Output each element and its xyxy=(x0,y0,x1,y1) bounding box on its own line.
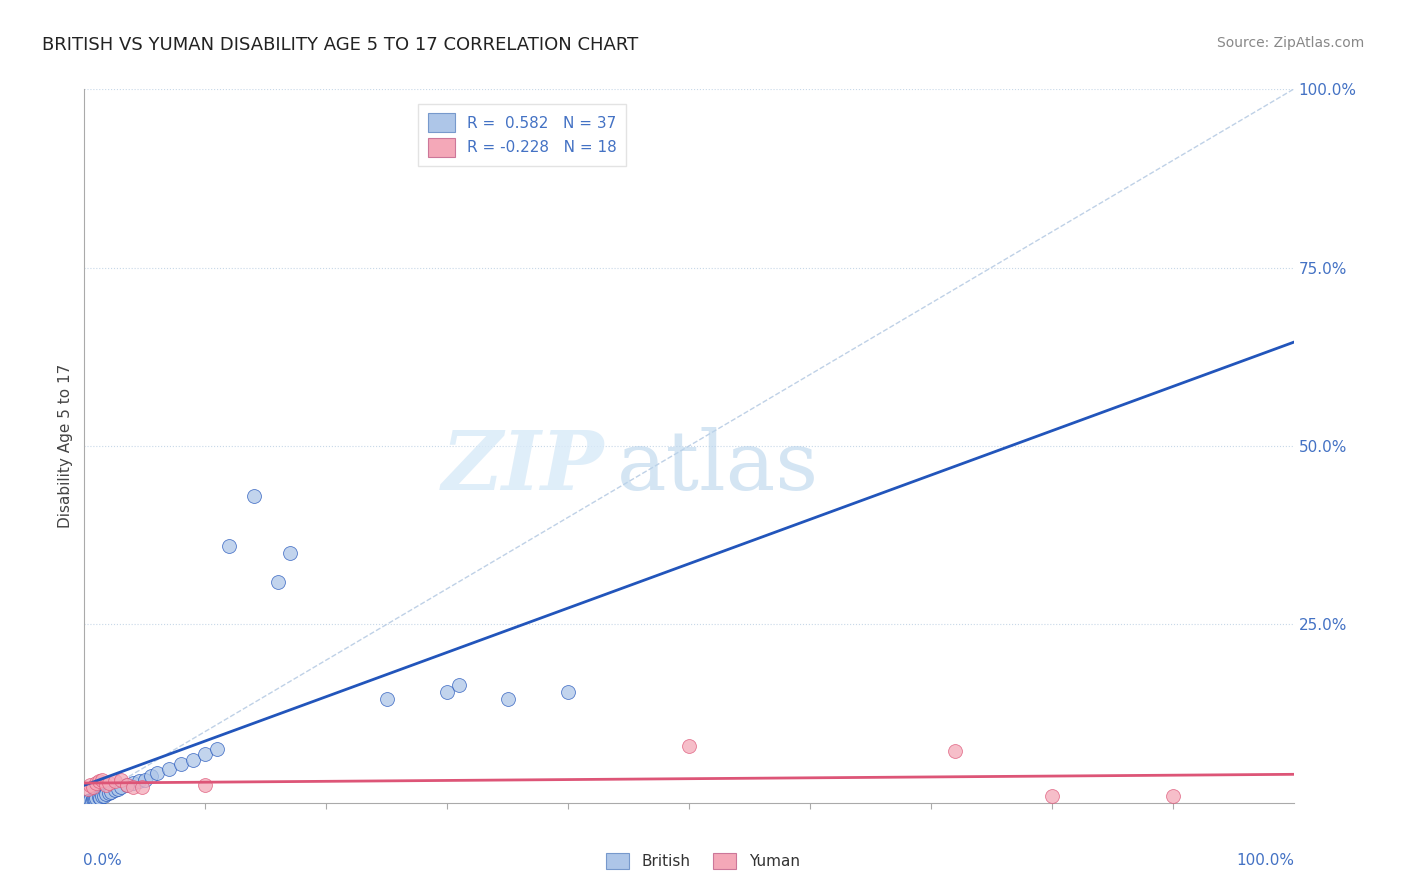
Text: 100.0%: 100.0% xyxy=(1237,853,1295,868)
Y-axis label: Disability Age 5 to 17: Disability Age 5 to 17 xyxy=(58,364,73,528)
Text: atlas: atlas xyxy=(616,427,818,508)
Text: 0.0%: 0.0% xyxy=(83,853,122,868)
Legend: British, Yuman: British, Yuman xyxy=(600,847,806,875)
Text: BRITISH VS YUMAN DISABILITY AGE 5 TO 17 CORRELATION CHART: BRITISH VS YUMAN DISABILITY AGE 5 TO 17 … xyxy=(42,36,638,54)
Text: ZIP: ZIP xyxy=(441,427,605,508)
Legend: R =  0.582   N = 37, R = -0.228   N = 18: R = 0.582 N = 37, R = -0.228 N = 18 xyxy=(419,104,626,166)
Text: Source: ZipAtlas.com: Source: ZipAtlas.com xyxy=(1216,36,1364,50)
